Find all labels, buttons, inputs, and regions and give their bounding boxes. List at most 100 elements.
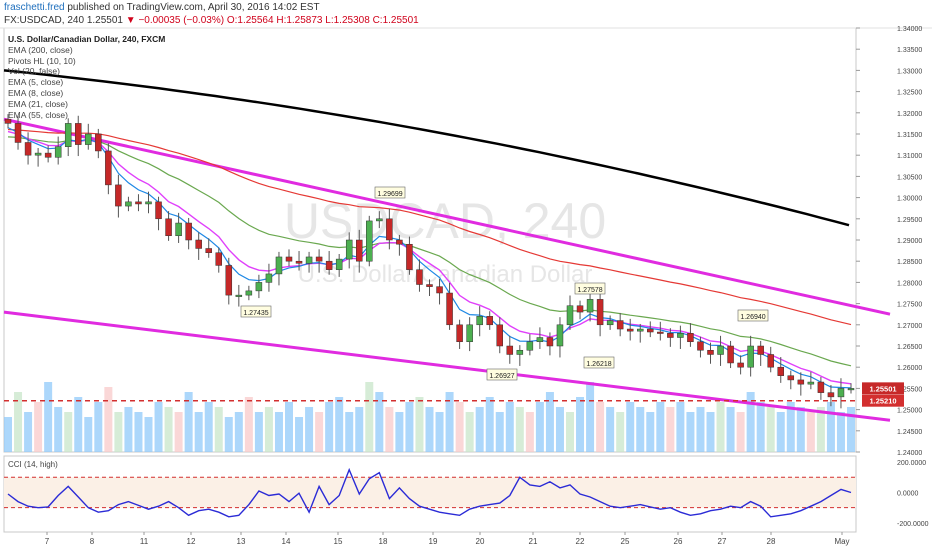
time-tick-label: 22 bbox=[576, 537, 585, 546]
legend-item[interactable]: EMA (21, close) bbox=[8, 98, 68, 109]
candle-body bbox=[637, 328, 644, 332]
volume-bar bbox=[84, 417, 93, 452]
time-tick-label: 25 bbox=[621, 537, 630, 546]
volume-bar bbox=[355, 407, 364, 452]
candle bbox=[245, 285, 253, 301]
volume-bar bbox=[766, 407, 775, 452]
candle-body bbox=[54, 146, 62, 158]
candle-body bbox=[677, 333, 684, 338]
time-tick-label: 13 bbox=[237, 537, 246, 546]
candle-body bbox=[807, 381, 815, 385]
candle bbox=[626, 318, 634, 341]
volume-bar bbox=[385, 407, 394, 452]
pivot-label: 1.26218 bbox=[583, 356, 615, 369]
publish-header: fraschetti.fred published on TradingView… bbox=[4, 2, 320, 13]
candle bbox=[416, 259, 423, 292]
volume-bar bbox=[776, 412, 785, 452]
volume-bar bbox=[295, 417, 304, 452]
candle bbox=[687, 323, 694, 347]
volume-bar bbox=[134, 412, 143, 452]
time-tick-label: 19 bbox=[429, 537, 438, 546]
candle bbox=[426, 279, 433, 296]
price-tick-label: 1.33500 bbox=[897, 47, 922, 54]
volume-bar bbox=[736, 412, 745, 452]
candle-body bbox=[315, 256, 323, 262]
time-tick-label: 18 bbox=[379, 537, 388, 546]
volume-bar bbox=[746, 392, 755, 452]
candle bbox=[496, 317, 503, 354]
price-tick-label: 1.32000 bbox=[897, 111, 922, 118]
candle-body bbox=[526, 341, 534, 351]
price-tick-label: 1.27000 bbox=[897, 323, 922, 330]
level-price-bg bbox=[862, 394, 904, 407]
candle-body bbox=[647, 328, 654, 333]
candle bbox=[767, 346, 774, 373]
candle-body bbox=[506, 345, 514, 355]
volume-bar bbox=[826, 402, 835, 452]
candle bbox=[185, 217, 192, 250]
volume-bar bbox=[796, 407, 805, 452]
candle bbox=[807, 371, 815, 390]
candle-body bbox=[486, 316, 493, 326]
down-arrow-icon: ▼ bbox=[125, 15, 136, 26]
channel-lower-line bbox=[3, 310, 891, 422]
price-tick-label: 1.33000 bbox=[897, 68, 922, 75]
volume-bar bbox=[164, 407, 173, 452]
candle bbox=[837, 378, 845, 409]
candle-body bbox=[737, 362, 744, 368]
volume-bar bbox=[455, 402, 464, 452]
volume-bar bbox=[4, 417, 12, 452]
symbol-label[interactable]: FX:USDCAD, 240 bbox=[4, 15, 85, 26]
ema8-line bbox=[7, 130, 852, 385]
candle bbox=[135, 194, 142, 212]
candle bbox=[737, 355, 744, 375]
candle-body bbox=[767, 354, 774, 368]
time-tick-label: 27 bbox=[718, 537, 727, 546]
volume-bar bbox=[515, 407, 524, 452]
price-tick-label: 1.30000 bbox=[897, 196, 922, 203]
candle-body bbox=[406, 243, 413, 270]
candle bbox=[54, 136, 62, 165]
candle bbox=[265, 263, 273, 292]
candle-body bbox=[44, 152, 52, 158]
author-link[interactable]: fraschetti.fred bbox=[4, 2, 65, 13]
candle bbox=[335, 253, 343, 277]
candle-body bbox=[275, 256, 283, 275]
legend-item[interactable]: EMA (55, close) bbox=[8, 109, 68, 120]
price-tick-label: 1.26000 bbox=[897, 365, 922, 372]
pivot-label-text: 1.29699 bbox=[377, 191, 402, 198]
candle bbox=[4, 114, 12, 129]
legend-item[interactable]: Pivots HL (10, 10) bbox=[8, 55, 76, 66]
volume-bar bbox=[636, 407, 645, 452]
candle-body bbox=[847, 388, 855, 391]
candle-body bbox=[335, 258, 343, 270]
candle-body bbox=[125, 201, 132, 207]
price-tick-label: 1.27500 bbox=[897, 302, 922, 309]
candle-body bbox=[245, 290, 253, 296]
legend-item[interactable]: EMA (200, close) bbox=[8, 44, 73, 55]
candle bbox=[396, 234, 403, 256]
time-tick-label: 21 bbox=[529, 537, 538, 546]
volume-bar bbox=[184, 392, 193, 452]
volume-bar bbox=[395, 412, 404, 452]
candle-body bbox=[376, 218, 383, 222]
cci-line bbox=[7, 467, 852, 518]
candle-body bbox=[546, 337, 554, 347]
volume-bar bbox=[806, 412, 815, 452]
legend-item[interactable]: EMA (5, close) bbox=[8, 77, 64, 88]
candle-body bbox=[466, 324, 473, 343]
candle-body bbox=[295, 260, 303, 264]
cci-tick-label: -200.0000 bbox=[897, 521, 929, 528]
candle bbox=[586, 291, 594, 322]
candle-body bbox=[356, 239, 363, 262]
candle bbox=[817, 376, 825, 400]
candle bbox=[616, 312, 624, 337]
volume-bar bbox=[114, 412, 123, 452]
volume-bar bbox=[254, 412, 263, 452]
volume-bar bbox=[154, 402, 163, 452]
legend-item[interactable]: Vol (20, false) bbox=[8, 66, 60, 77]
candle bbox=[235, 284, 243, 307]
legend-item[interactable]: EMA (8, close) bbox=[8, 87, 64, 98]
